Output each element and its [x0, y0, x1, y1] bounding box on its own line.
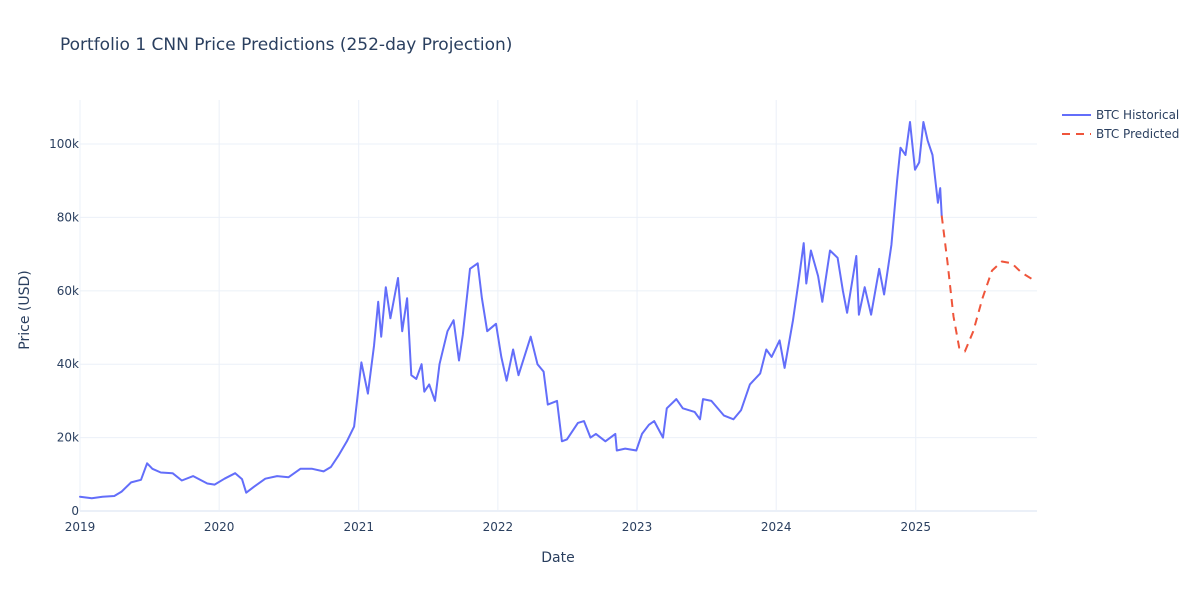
legend-item-btc-predicted[interactable]: BTC Predicted: [1062, 127, 1179, 141]
x-tick-label: 2020: [204, 520, 235, 534]
x-axis-ticks: 2019 2020 2021 2022 2023 2024 2025: [65, 520, 931, 534]
legend-item-btc-historical[interactable]: BTC Historical: [1062, 108, 1179, 122]
x-tick-label: 2019: [65, 520, 96, 534]
y-tick-label: 20k: [57, 431, 79, 445]
y-tick-label: 80k: [57, 210, 79, 224]
x-axis-title: Date: [541, 550, 574, 566]
y-tick-label: 100k: [49, 137, 79, 151]
y-axis-ticks: 0 20k 40k 60k 80k 100k: [49, 137, 79, 518]
legend[interactable]: BTC Historical BTC Predicted: [1062, 108, 1179, 141]
y-axis-title: Price (USD): [17, 270, 33, 349]
x-tick-label: 2021: [343, 520, 374, 534]
x-tick-label: 2023: [622, 520, 653, 534]
x-tick-label: 2024: [761, 520, 792, 534]
y-tick-label: 60k: [57, 284, 79, 298]
series-line-btc-historical[interactable]: [79, 121, 943, 500]
chart-title: Portfolio 1 CNN Price Predictions (252-d…: [60, 35, 512, 55]
x-tick-label: 2022: [483, 520, 514, 534]
legend-label: BTC Predicted: [1096, 127, 1179, 141]
x-tick-label: 2025: [900, 520, 931, 534]
series-line-btc-predicted[interactable]: [940, 215, 1034, 353]
legend-label: BTC Historical: [1096, 108, 1179, 122]
grid-lines: [79, 100, 1037, 512]
y-tick-label: 0: [71, 504, 79, 518]
series-lines: [79, 121, 1034, 500]
y-tick-label: 40k: [57, 357, 79, 371]
